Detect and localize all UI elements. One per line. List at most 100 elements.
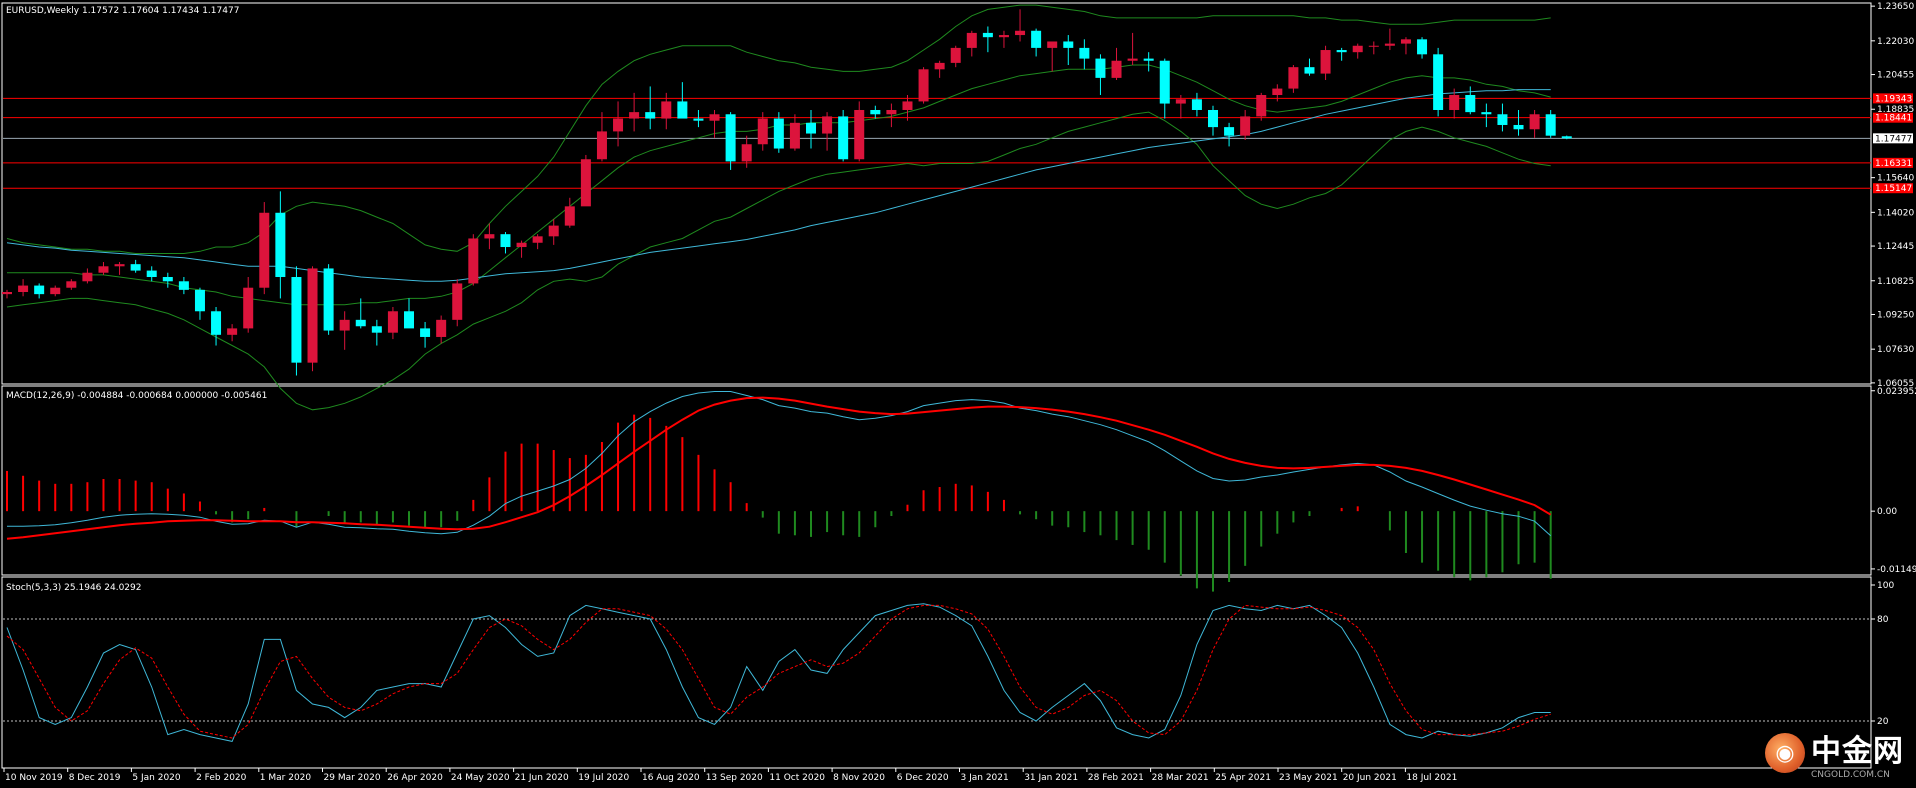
level-tag-label: 1.15147 <box>1875 184 1912 194</box>
price-tick-label: 1.14020 <box>1877 208 1914 218</box>
candle-body <box>934 62 945 70</box>
candle-body <box>34 285 45 295</box>
candle-body <box>130 264 141 271</box>
candle-body <box>436 319 447 337</box>
candle-body <box>1400 39 1411 44</box>
time-tick-label: 5 Jan 2020 <box>132 773 180 783</box>
candle-body <box>194 289 205 312</box>
candle-body <box>1336 50 1347 53</box>
candle-body <box>1127 58 1138 61</box>
candle-body <box>1224 127 1235 136</box>
candle-body <box>629 112 640 119</box>
candle-body <box>484 234 495 239</box>
macd-panel <box>1 385 1872 576</box>
candle-body <box>1256 95 1267 117</box>
candle-body <box>323 268 334 331</box>
candle-body <box>452 283 463 320</box>
candle-body <box>1175 99 1186 104</box>
candle-body <box>1288 67 1299 89</box>
candle-body <box>387 311 398 333</box>
candle-body <box>998 35 1009 38</box>
time-tick-label: 16 Aug 2020 <box>642 773 700 783</box>
price-tick-label: 1.07630 <box>1877 345 1914 355</box>
price-tick-label: 1.18835 <box>1877 105 1914 115</box>
candle-body <box>1465 95 1476 113</box>
stoch-panel <box>1 576 1872 769</box>
candle-body <box>1079 47 1090 59</box>
stoch-tick-label: 100 <box>1877 581 1894 591</box>
candle-body <box>854 109 865 160</box>
candle-body <box>162 277 173 282</box>
candle-body <box>1433 54 1444 110</box>
time-tick-label: 31 Jan 2021 <box>1024 773 1078 783</box>
time-tick-label: 20 Jun 2021 <box>1343 773 1397 783</box>
time-tick-label: 8 Nov 2020 <box>833 773 885 783</box>
candle-body <box>806 122 816 134</box>
price-tick-label: 1.23650 <box>1877 2 1914 12</box>
time-tick-label: 10 Nov 2019 <box>5 773 63 783</box>
macd-header: MACD(12,26,9) -0.004884 -0.000684 0.0000… <box>6 391 267 401</box>
candle-body <box>1159 60 1170 104</box>
price-tick-label: 1.12445 <box>1877 242 1914 252</box>
candle-body <box>548 225 559 237</box>
macd-signal-line <box>6 396 1552 540</box>
level-tag <box>1873 183 1913 194</box>
candle-body <box>211 311 222 335</box>
candle-body <box>1111 60 1122 78</box>
time-tick-label: 8 Dec 2019 <box>69 773 121 783</box>
candle-body <box>1304 67 1315 74</box>
candle-body <box>1272 88 1283 96</box>
candle-body <box>259 212 270 288</box>
candle-body <box>902 101 913 110</box>
candle-body <box>822 116 833 134</box>
price-tick-label: 1.09250 <box>1877 310 1914 320</box>
candle-body <box>339 319 350 331</box>
candle-body <box>709 114 720 121</box>
time-tick-label: 28 Mar 2021 <box>1152 773 1209 783</box>
candle-body <box>1368 45 1379 47</box>
stoch-header: Stoch(5,3,3) 25.1946 24.0292 <box>6 583 141 593</box>
candle-body <box>966 32 977 48</box>
candle-body <box>1529 114 1540 130</box>
watermark-subtext: CNGOLD.COM.CN <box>1811 770 1890 780</box>
candle-body <box>291 277 302 363</box>
candle-body <box>596 131 607 160</box>
watermark: ◉ 中金网 CNGOLD.COM.CN <box>1765 726 1904 780</box>
candle-body <box>275 212 286 278</box>
candle-body <box>564 206 575 226</box>
candle-body <box>50 287 61 295</box>
candle-body <box>1031 30 1042 48</box>
stoch-tick-label: 20 <box>1877 717 1889 727</box>
time-tick-label: 29 Mar 2020 <box>324 773 381 783</box>
candle-body <box>355 319 366 327</box>
candle-body <box>532 236 543 243</box>
current-price-label: 1.17477 <box>1875 134 1912 144</box>
candle-body <box>741 144 752 162</box>
time-tick-label: 21 Jun 2020 <box>515 773 569 783</box>
candle-body <box>1513 124 1524 130</box>
candle-body <box>580 159 591 207</box>
time-tick-label: 6 Dec 2020 <box>897 773 949 783</box>
watermark-text: 中金网 <box>1811 734 1904 769</box>
time-tick-label: 13 Sep 2020 <box>706 773 763 783</box>
level-tag-label: 1.19343 <box>1875 94 1912 104</box>
price-tick-label: 1.22030 <box>1877 37 1914 47</box>
candle-body <box>18 285 29 292</box>
candle-body <box>500 234 511 248</box>
candle-body <box>227 328 238 335</box>
candle-body <box>146 270 157 278</box>
time-tick-label: 19 Jul 2020 <box>578 773 629 783</box>
candle-body <box>1497 114 1508 125</box>
candle-body <box>773 118 784 149</box>
time-tick-label: 28 Feb 2021 <box>1088 773 1144 783</box>
macd-tick-label: -0.01149 <box>1877 565 1916 575</box>
candle-body <box>2 291 12 295</box>
candle-body <box>950 47 961 63</box>
candle-body <box>82 272 93 282</box>
candle-body <box>307 268 318 363</box>
time-tick-label: 1 Mar 2020 <box>260 773 312 783</box>
time-tick-label: 24 May 2020 <box>451 773 510 783</box>
candle-body <box>1063 41 1074 48</box>
time-tick-label: 3 Jan 2021 <box>961 773 1009 783</box>
price-tick-label: 1.15640 <box>1877 174 1914 184</box>
